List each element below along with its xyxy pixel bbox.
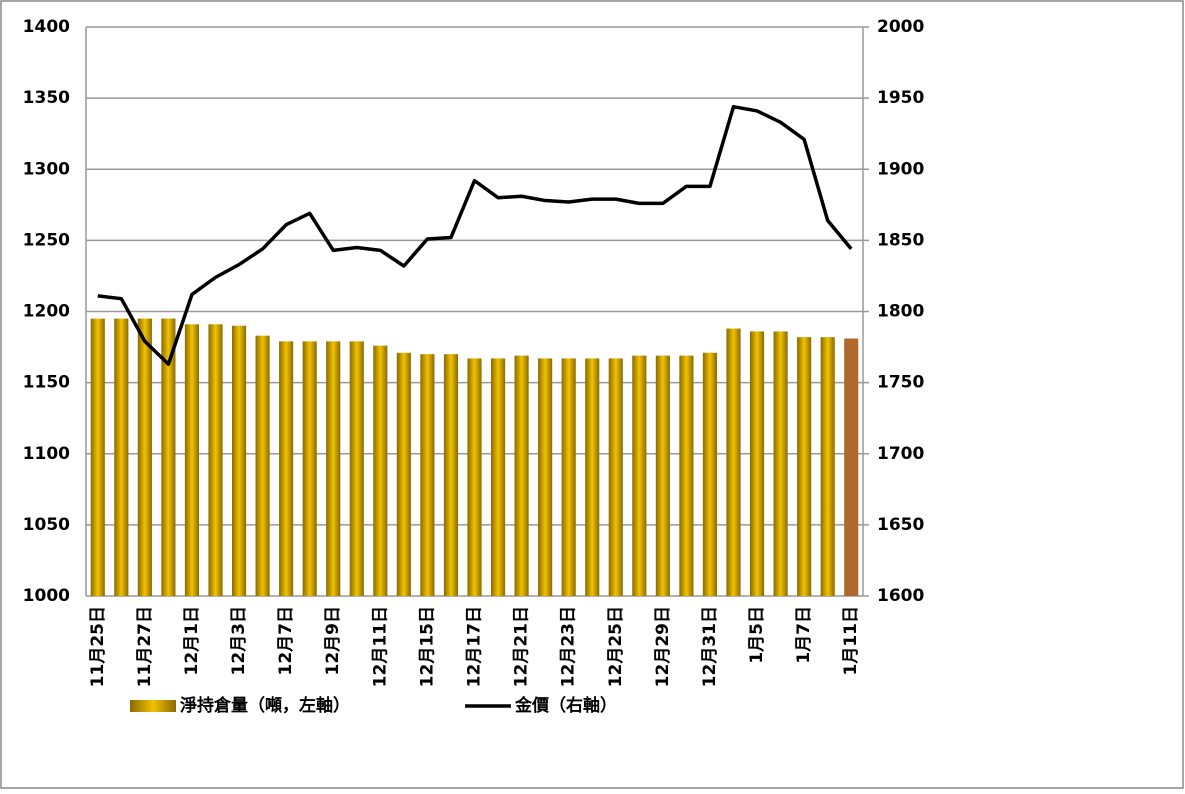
y-tick-label: 1050 <box>23 515 70 535</box>
bar <box>326 341 341 596</box>
bar <box>208 324 223 596</box>
bar <box>161 318 176 596</box>
bar <box>726 328 741 596</box>
x-tick-label: 12月29日 <box>653 606 673 687</box>
x-tick-label: 12月15日 <box>417 606 437 687</box>
x-tick-label: 12月1日 <box>182 606 202 676</box>
y-tick-label: 1300 <box>23 159 70 179</box>
bar <box>349 341 364 596</box>
bar <box>279 341 294 596</box>
bar <box>420 354 435 596</box>
bar <box>137 318 152 596</box>
x-tick-label: 1月11日 <box>841 606 861 676</box>
legend-swatch <box>130 700 176 712</box>
x-tick-label: 12月11日 <box>370 606 390 687</box>
x-tick-label: 12月17日 <box>465 606 485 687</box>
legend-label: 金價（右軸） <box>514 695 617 716</box>
bar <box>538 358 553 596</box>
y-tick-label: 1200 <box>23 302 70 322</box>
x-tick-label: 12月23日 <box>559 606 579 687</box>
bar <box>396 352 411 596</box>
bar <box>608 358 623 596</box>
y2-tick-label: 1900 <box>877 159 924 179</box>
y-tick-label: 1400 <box>23 17 70 37</box>
y-tick-label: 1250 <box>23 230 70 250</box>
y-tick-label: 1350 <box>23 88 70 108</box>
y2-tick-label: 1700 <box>877 444 924 464</box>
bar <box>302 341 317 596</box>
bar <box>844 338 859 596</box>
y-tick-label: 1000 <box>23 586 70 606</box>
legend-label: 淨持倉量（噸，左軸） <box>180 695 350 716</box>
x-tick-label: 11月27日 <box>135 606 155 687</box>
y2-tick-label: 1850 <box>877 230 924 250</box>
bar <box>255 335 270 596</box>
y2-tick-label: 1600 <box>877 586 924 606</box>
y2-tick-label: 1800 <box>877 302 924 322</box>
x-tick-label: 12月21日 <box>512 606 532 687</box>
bar <box>797 337 812 596</box>
y2-tick-label: 2000 <box>877 17 924 37</box>
x-tick-label: 1月7日 <box>794 606 814 664</box>
y-tick-label: 1150 <box>23 373 70 393</box>
y-tick-label: 1100 <box>23 444 70 464</box>
line <box>97 104 853 366</box>
bar <box>820 337 835 596</box>
bar <box>231 325 247 596</box>
bar <box>702 352 718 596</box>
bar <box>114 318 129 596</box>
y2-tick-label: 1650 <box>877 515 924 535</box>
bar <box>655 355 670 596</box>
bar <box>443 354 459 596</box>
x-tick-label: 11月25日 <box>88 606 108 687</box>
x-tick-label: 12月9日 <box>323 606 343 676</box>
bar <box>561 358 576 596</box>
bar <box>514 355 529 596</box>
bar <box>490 358 506 596</box>
x-tick-label: 12月25日 <box>606 606 626 687</box>
bar <box>749 331 765 596</box>
bar <box>773 331 788 596</box>
x-tick-label: 1月5日 <box>747 606 767 664</box>
y2-tick-label: 1950 <box>877 88 924 108</box>
x-tick-label: 12月3日 <box>229 606 249 676</box>
x-tick-label: 12月7日 <box>276 606 296 676</box>
bar <box>467 358 482 596</box>
x-tick-label: 12月31日 <box>700 606 720 687</box>
bar <box>90 318 105 596</box>
bar <box>679 355 694 596</box>
bar <box>373 345 388 596</box>
bar <box>585 358 600 596</box>
y2-tick-label: 1750 <box>877 373 924 393</box>
bar <box>184 324 200 596</box>
bar <box>632 355 647 596</box>
